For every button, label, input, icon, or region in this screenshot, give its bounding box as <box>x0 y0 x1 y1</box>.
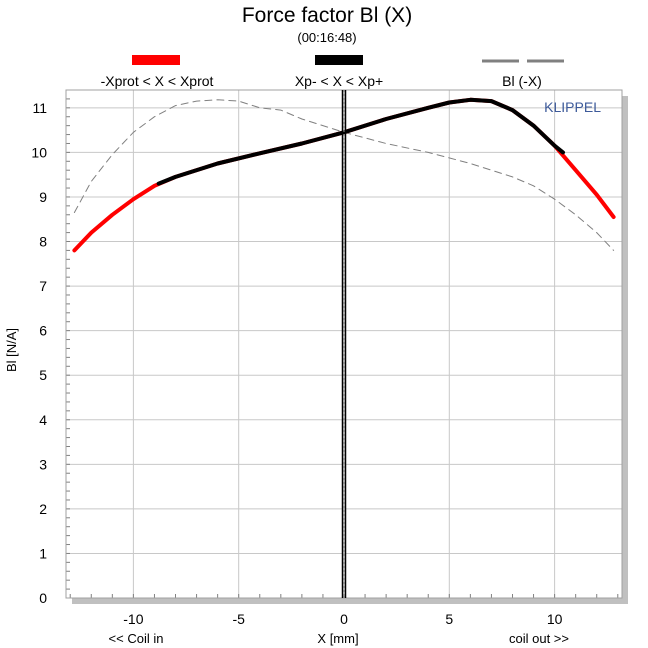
y-tick-label: 11 <box>32 100 47 116</box>
y-tick-label: 0 <box>39 590 47 606</box>
y-tick-label: 1 <box>39 545 47 561</box>
x-note-coil-in: << Coil in <box>109 631 164 646</box>
series-layer <box>72 97 616 253</box>
watermark-klippel: KLIPPEL <box>544 99 601 115</box>
y-tick-label: 6 <box>39 323 47 339</box>
y-tick-label: 9 <box>39 189 47 205</box>
marker-layer <box>341 90 347 598</box>
y-tick-label: 3 <box>39 456 47 472</box>
chart-title: Force factor Bl (X) <box>242 4 412 27</box>
legend: -Xprot < X < Xprot Xp- < X < Xp+ Bl (-X) <box>101 55 564 89</box>
x-tick-label: -5 <box>232 611 245 627</box>
x-axis-label: X [mm] <box>317 631 358 646</box>
series-line-mirrored <box>73 99 615 251</box>
y-tick-label: 5 <box>39 367 47 383</box>
legend-label-protection-range: -Xprot < X < Xprot <box>101 73 214 89</box>
legend-swatch-peak-range <box>315 55 363 65</box>
x-tick-label: 0 <box>340 611 348 627</box>
x-tick-label: 10 <box>547 611 563 627</box>
y-tick-label: 10 <box>31 144 47 160</box>
y-tick-labels: 0 1 2 3 4 5 6 7 8 9 10 11 <box>31 100 47 606</box>
legend-swatch-protection-range <box>132 55 180 65</box>
x-tick-labels: -10 -5 0 5 10 <box>123 611 562 627</box>
series-line-peak-range <box>156 97 565 186</box>
plot-shadow-right <box>622 96 628 604</box>
legend-label-peak-range: Xp- < X < Xp+ <box>295 73 383 89</box>
x-note-coil-out: coil out >> <box>509 631 569 646</box>
x-tick-label: 5 <box>445 611 453 627</box>
y-tick-label: 8 <box>39 234 47 250</box>
x-tick-label: -10 <box>123 611 143 627</box>
plot-shadow-bottom <box>72 598 628 604</box>
y-tick-label: 7 <box>39 278 47 294</box>
minor-ticks <box>66 89 619 599</box>
chart-subtitle: (00:16:48) <box>297 30 356 45</box>
y-axis-label: Bl [N/A] <box>4 328 19 372</box>
y-tick-label: 2 <box>39 501 47 517</box>
legend-label-mirrored: Bl (-X) <box>502 73 542 89</box>
y-tick-label: 4 <box>39 412 47 428</box>
